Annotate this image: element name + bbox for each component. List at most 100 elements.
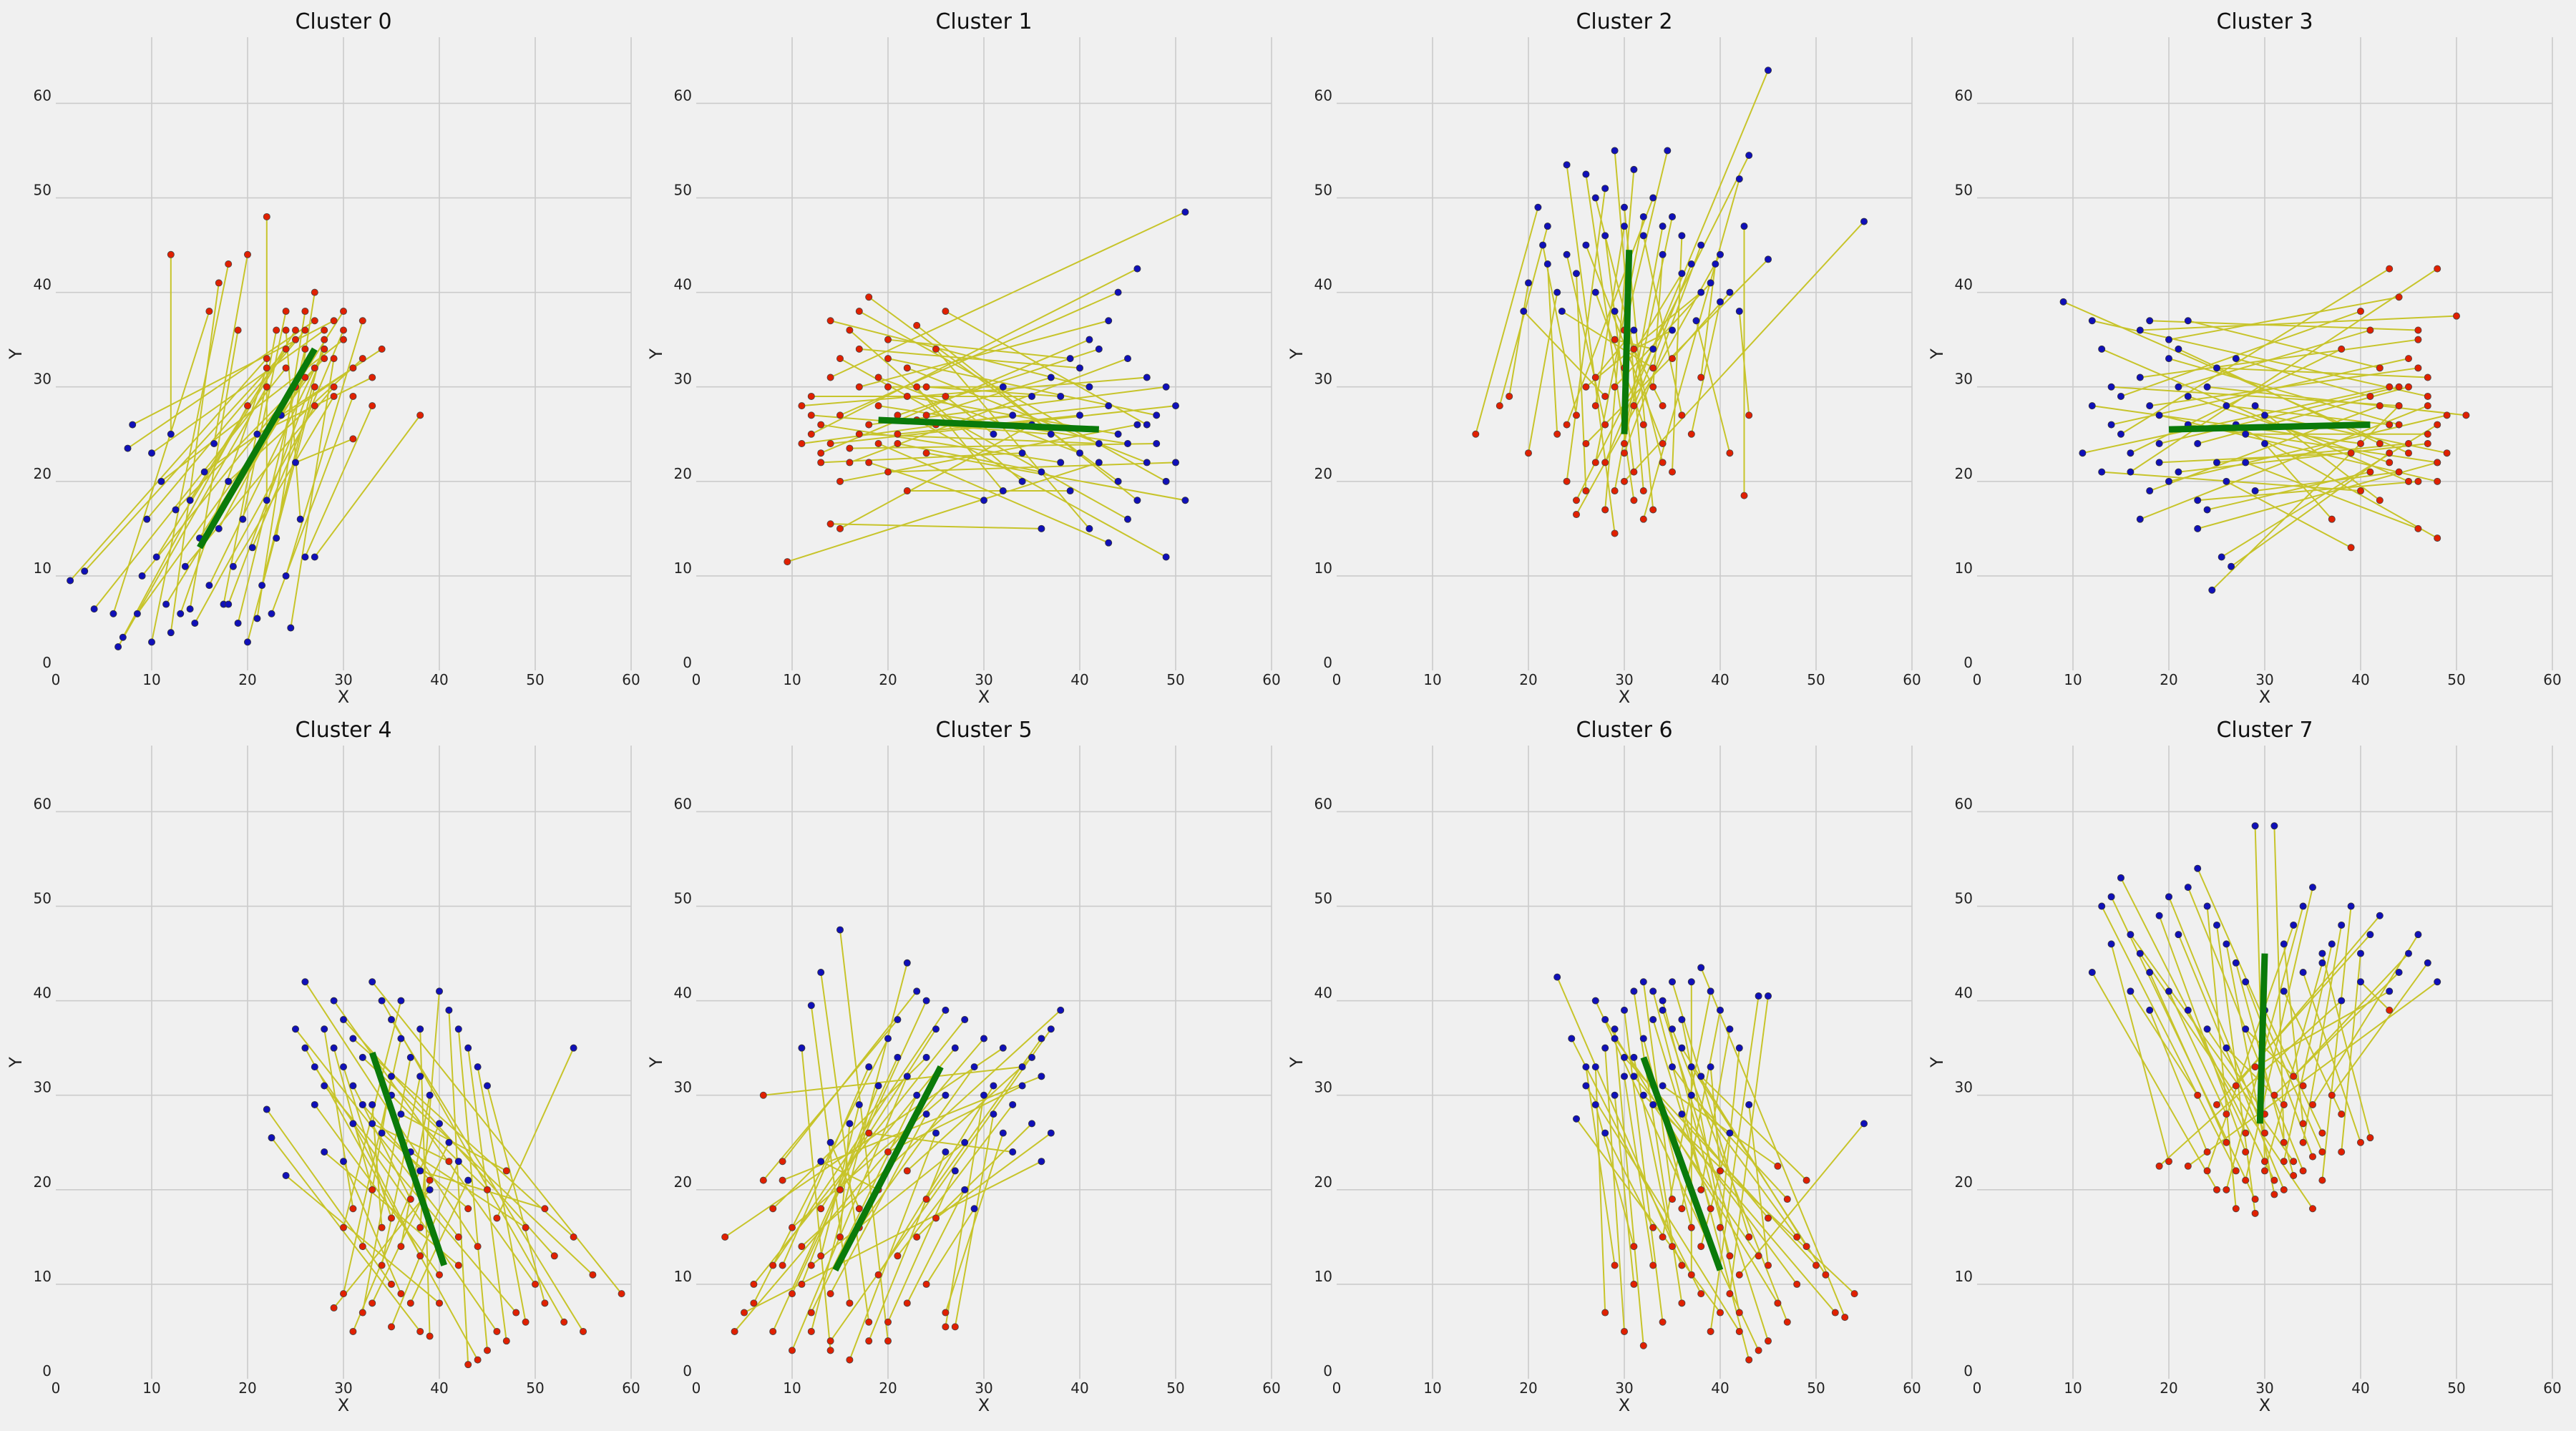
end-point: [532, 1280, 540, 1288]
start-point: [2395, 969, 2403, 977]
start-point: [2290, 921, 2298, 929]
connection-line: [2159, 452, 2351, 464]
end-point: [798, 1243, 806, 1251]
end-point: [942, 392, 950, 400]
start-point: [865, 1063, 873, 1071]
end-point: [759, 1091, 767, 1099]
end-point: [807, 1309, 815, 1317]
start-point: [1620, 1006, 1628, 1014]
start-point: [1659, 250, 1667, 258]
start-point: [2117, 392, 2124, 400]
end-point: [2376, 364, 2384, 372]
connection-line: [821, 452, 1023, 464]
connection-line: [2168, 896, 2265, 1133]
connection-line: [151, 263, 230, 643]
end-point: [2404, 439, 2412, 447]
connection-line: [772, 1057, 899, 1332]
start-point: [2242, 978, 2250, 986]
end-point: [874, 439, 882, 447]
start-point: [200, 468, 208, 476]
start-point: [2232, 355, 2240, 363]
x-tick-label: 10: [1423, 671, 1441, 688]
end-point: [493, 1327, 501, 1335]
end-point: [1687, 1271, 1695, 1279]
start-point: [157, 477, 165, 485]
x-tick-label: 60: [2543, 671, 2561, 688]
end-point: [2395, 383, 2403, 391]
start-point: [1601, 185, 1609, 192]
end-point: [2443, 411, 2451, 419]
connection-line: [1566, 165, 1616, 534]
x-tick-label: 0: [52, 671, 61, 688]
end-point: [2270, 1191, 2278, 1198]
end-point: [2260, 1129, 2268, 1137]
start-point: [1687, 978, 1695, 986]
end-point: [330, 1304, 338, 1312]
end-point: [1649, 1261, 1657, 1269]
end-point: [2386, 265, 2394, 273]
connection-line: [781, 1066, 870, 1266]
connection-line: [343, 1019, 555, 1256]
start-point: [2184, 884, 2192, 892]
start-point: [1620, 1073, 1628, 1080]
end-point: [1524, 449, 1532, 457]
start-point: [2146, 969, 2154, 977]
start-point: [1038, 1158, 1045, 1166]
end-point: [1649, 1224, 1657, 1231]
start-point: [1764, 992, 1772, 1000]
connection-line: [117, 386, 268, 648]
start-point: [922, 1110, 930, 1118]
end-point: [826, 1337, 834, 1345]
end-point: [1793, 1233, 1801, 1241]
end-point: [874, 373, 882, 381]
end-point: [884, 383, 892, 391]
connection-line: [801, 414, 1013, 444]
start-point: [1582, 241, 1590, 249]
start-point: [167, 430, 175, 438]
x-tick-label: 10: [2064, 1379, 2082, 1397]
mean-vector-line: [2168, 421, 2371, 433]
connection-line: [343, 1161, 402, 1294]
start-point: [1611, 1035, 1619, 1042]
start-point: [913, 1091, 921, 1099]
x-tick-label: 40: [1711, 671, 1729, 688]
start-point: [484, 1082, 492, 1090]
end-point: [291, 336, 299, 343]
start-point: [1057, 1006, 1065, 1014]
connection-line: [945, 1133, 1004, 1313]
x-tick-label: 60: [1262, 671, 1280, 688]
start-point: [2165, 987, 2172, 995]
connection-line: [1633, 329, 1673, 350]
end-point: [784, 558, 791, 566]
connection-line: [897, 1104, 1013, 1256]
panel-title: Cluster 5: [935, 718, 1032, 743]
start-point: [321, 1148, 328, 1156]
connection-line: [945, 311, 1148, 426]
start-point: [258, 582, 266, 590]
end-point: [225, 260, 233, 268]
x-tick-label: 40: [1070, 1379, 1088, 1397]
end-point: [2280, 1100, 2288, 1108]
connection-line: [361, 1057, 411, 1313]
end-point: [1572, 511, 1580, 519]
end-point: [2232, 1167, 2240, 1175]
x-tick-label: 20: [1519, 671, 1537, 688]
end-point: [311, 288, 318, 296]
end-point: [349, 435, 357, 443]
x-tick-label: 10: [2064, 671, 2082, 688]
start-point: [913, 987, 921, 995]
start-point: [1553, 288, 1561, 296]
start-point: [162, 600, 170, 608]
end-point: [2356, 308, 2364, 316]
start-point: [990, 1110, 997, 1118]
end-point: [826, 1290, 834, 1298]
x-tick-label: 50: [2447, 671, 2465, 688]
connection-line: [2178, 442, 2428, 473]
end-point: [330, 392, 338, 400]
start-point: [855, 1100, 863, 1108]
end-point: [1591, 402, 1599, 410]
start-point: [951, 1044, 959, 1052]
connection-line: [1748, 1104, 1769, 1266]
start-point: [2146, 487, 2154, 495]
y-tick-label: 0: [42, 1362, 52, 1379]
